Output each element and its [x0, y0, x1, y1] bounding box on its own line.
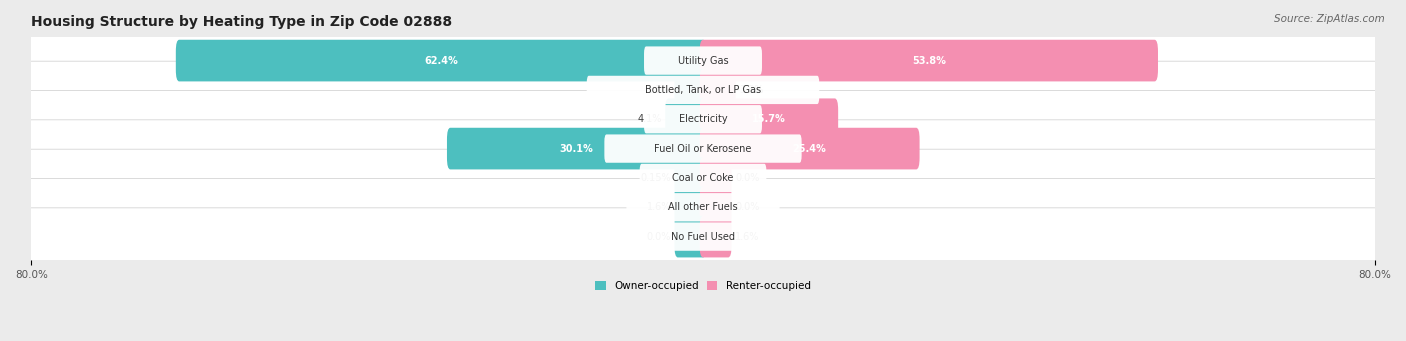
Text: Utility Gas: Utility Gas: [678, 56, 728, 65]
Text: 0.0%: 0.0%: [735, 173, 759, 183]
Text: 25.4%: 25.4%: [793, 144, 827, 153]
FancyBboxPatch shape: [27, 179, 1379, 236]
FancyBboxPatch shape: [640, 222, 766, 251]
Text: All other Fuels: All other Fuels: [668, 202, 738, 212]
Text: No Fuel Used: No Fuel Used: [671, 232, 735, 242]
Text: 53.8%: 53.8%: [912, 56, 946, 65]
Legend: Owner-occupied, Renter-occupied: Owner-occupied, Renter-occupied: [591, 277, 815, 295]
FancyBboxPatch shape: [700, 157, 731, 199]
FancyBboxPatch shape: [605, 134, 801, 163]
Text: Electricity: Electricity: [679, 114, 727, 124]
Text: 1.7%: 1.7%: [647, 85, 671, 95]
Text: 0.0%: 0.0%: [647, 232, 671, 242]
FancyBboxPatch shape: [700, 40, 1159, 81]
FancyBboxPatch shape: [447, 128, 706, 169]
FancyBboxPatch shape: [27, 120, 1379, 177]
FancyBboxPatch shape: [644, 46, 762, 75]
Text: 1.6%: 1.6%: [647, 202, 671, 212]
FancyBboxPatch shape: [675, 187, 706, 228]
FancyBboxPatch shape: [627, 193, 779, 221]
FancyBboxPatch shape: [675, 157, 706, 199]
Text: Coal or Coke: Coal or Coke: [672, 173, 734, 183]
Text: 15.7%: 15.7%: [752, 114, 786, 124]
FancyBboxPatch shape: [675, 69, 706, 111]
FancyBboxPatch shape: [644, 105, 762, 133]
FancyBboxPatch shape: [700, 69, 735, 111]
Text: Source: ZipAtlas.com: Source: ZipAtlas.com: [1274, 14, 1385, 24]
FancyBboxPatch shape: [665, 99, 706, 140]
FancyBboxPatch shape: [176, 40, 706, 81]
Text: 30.1%: 30.1%: [560, 144, 593, 153]
FancyBboxPatch shape: [27, 208, 1379, 265]
Text: 4.1%: 4.1%: [637, 114, 662, 124]
FancyBboxPatch shape: [700, 216, 731, 257]
Text: 62.4%: 62.4%: [425, 56, 458, 65]
Text: Fuel Oil or Kerosene: Fuel Oil or Kerosene: [654, 144, 752, 153]
FancyBboxPatch shape: [27, 61, 1379, 119]
Text: 0.15%: 0.15%: [641, 173, 671, 183]
FancyBboxPatch shape: [675, 216, 706, 257]
FancyBboxPatch shape: [700, 187, 731, 228]
Text: 3.5%: 3.5%: [740, 85, 763, 95]
FancyBboxPatch shape: [700, 99, 838, 140]
Text: 1.6%: 1.6%: [735, 232, 759, 242]
Text: Bottled, Tank, or LP Gas: Bottled, Tank, or LP Gas: [645, 85, 761, 95]
FancyBboxPatch shape: [700, 128, 920, 169]
FancyBboxPatch shape: [640, 164, 766, 192]
FancyBboxPatch shape: [586, 76, 820, 104]
FancyBboxPatch shape: [27, 32, 1379, 89]
Text: 0.0%: 0.0%: [735, 202, 759, 212]
FancyBboxPatch shape: [27, 90, 1379, 148]
Text: Housing Structure by Heating Type in Zip Code 02888: Housing Structure by Heating Type in Zip…: [31, 15, 453, 29]
FancyBboxPatch shape: [27, 149, 1379, 207]
